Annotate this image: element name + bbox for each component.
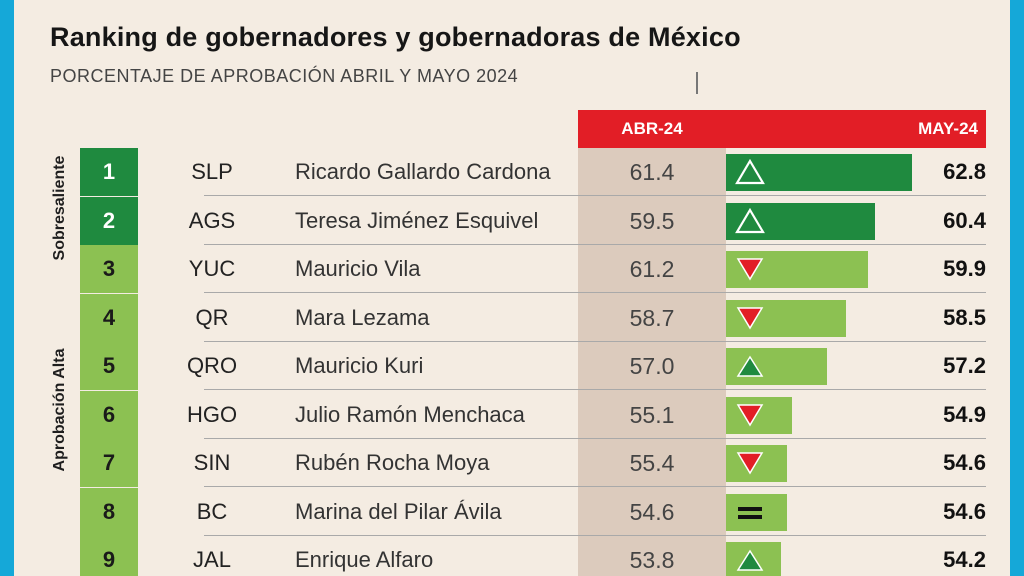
table-row: 3 YUC Mauricio Vila 61.2 59.9 bbox=[80, 245, 986, 293]
state-code: AGS bbox=[188, 207, 236, 233]
state-code: QRO bbox=[186, 353, 238, 378]
may-value: 60.4 bbox=[943, 207, 986, 233]
may-bar bbox=[726, 348, 827, 385]
row-divider bbox=[204, 243, 986, 245]
abr-value: 61.4 bbox=[629, 159, 675, 185]
may-value: 59.9 bbox=[943, 256, 986, 281]
table-row: 4 QR Mara Lezama 58.7 58.5 bbox=[80, 293, 986, 342]
governor-name: Teresa Jiménez Esquivel bbox=[295, 207, 539, 233]
trend-down-icon bbox=[736, 452, 764, 475]
category-label-sobresaliente: Sobresaliente bbox=[51, 155, 68, 261]
abr-column-background bbox=[578, 148, 726, 576]
governor-name: Mauricio Vila bbox=[295, 256, 421, 281]
abr-value: 57.0 bbox=[629, 353, 675, 379]
rank-cell: 5 bbox=[80, 342, 138, 390]
abr-value: 53.8 bbox=[629, 547, 675, 573]
governor-name: Enrique Alfaro bbox=[295, 547, 434, 572]
state-code: HGO bbox=[186, 401, 238, 427]
table-row: 6 HGO Julio Ramón Menchaca 55.1 54.9 bbox=[80, 390, 986, 439]
state-code: SLP bbox=[191, 159, 233, 184]
column-header-bar: ABR-24 MAY-24 bbox=[578, 110, 986, 148]
rank-cell: 8 bbox=[80, 487, 138, 536]
chart-subtitle: PORCENTAJE DE APROBACIÓN ABRIL Y MAYO 20… bbox=[50, 66, 698, 94]
trend-up-icon bbox=[735, 207, 765, 233]
row-divider bbox=[204, 389, 986, 390]
may-value: 58.5 bbox=[943, 304, 986, 330]
state-code: SIN bbox=[193, 450, 231, 475]
table-row: 1 SLP Ricardo Gallardo Cardona 61.4 62.8 bbox=[80, 148, 986, 196]
may-value: 62.8 bbox=[943, 159, 986, 184]
rank-cell: 9 bbox=[80, 536, 138, 576]
row-divider bbox=[204, 195, 986, 196]
state-code: YUC bbox=[188, 256, 236, 281]
rank-cell: 4 bbox=[80, 293, 138, 342]
may-bar bbox=[726, 396, 792, 434]
header-abr: ABR-24 bbox=[621, 119, 683, 138]
state-code: BC bbox=[196, 498, 228, 524]
subtitle-text: PORCENTAJE DE APROBACIÓN ABRIL Y MAYO 20… bbox=[50, 66, 519, 86]
trend-up-icon bbox=[736, 355, 764, 377]
chart-title: Ranking de gobernadores y gobernadoras d… bbox=[50, 22, 741, 52]
abr-value: 61.2 bbox=[629, 256, 675, 282]
table-row: 2 AGS Teresa Jiménez Esquivel 59.5 60.4 bbox=[80, 196, 986, 245]
abr-value: 54.6 bbox=[629, 498, 675, 525]
abr-value: 55.1 bbox=[629, 401, 675, 428]
infographic-panel: Ranking de gobernadores y gobernadoras d… bbox=[14, 0, 1010, 576]
may-bar bbox=[726, 202, 876, 240]
rank-cell: 7 bbox=[80, 439, 138, 487]
table-row: 8 BC Marina del Pilar Ávila 54.6 54.6 bbox=[80, 487, 986, 536]
state-code: JAL bbox=[193, 547, 231, 572]
row-divider bbox=[204, 340, 986, 342]
table-row: 5 QRO Mauricio Kuri 57.0 57.2 bbox=[80, 342, 986, 390]
header-may: MAY-24 bbox=[918, 119, 978, 138]
trend-down-icon bbox=[736, 403, 764, 426]
row-divider bbox=[204, 534, 986, 536]
category-label-aprobacion-alta: Aprobación Alta bbox=[51, 348, 68, 472]
trend-down-icon bbox=[736, 306, 764, 329]
abr-value: 59.5 bbox=[629, 207, 675, 234]
governor-name: Ricardo Gallardo Cardona bbox=[295, 159, 551, 184]
trend-equal-icon bbox=[738, 506, 762, 519]
may-value: 54.9 bbox=[943, 401, 986, 427]
row-divider bbox=[204, 486, 986, 487]
state-code: QR bbox=[195, 304, 229, 330]
may-value: 54.6 bbox=[943, 498, 986, 524]
abr-value: 58.7 bbox=[629, 304, 675, 331]
rank-cell: 6 bbox=[80, 390, 138, 439]
table-row: 7 SIN Rubén Rocha Moya 55.4 54.6 bbox=[80, 439, 986, 487]
row-divider bbox=[204, 292, 986, 293]
may-value: 54.6 bbox=[943, 450, 986, 475]
governor-name: Mauricio Kuri bbox=[295, 353, 424, 378]
may-bar bbox=[726, 493, 787, 531]
governor-name: Marina del Pilar Ávila bbox=[295, 498, 502, 524]
may-value: 54.2 bbox=[943, 547, 986, 572]
abr-value: 55.4 bbox=[629, 450, 675, 476]
may-value: 57.2 bbox=[943, 353, 986, 378]
rank-cell: 3 bbox=[80, 245, 138, 293]
rank-cell: 2 bbox=[80, 196, 138, 245]
rank-cell: 1 bbox=[80, 148, 138, 196]
row-divider bbox=[204, 437, 986, 439]
trend-down-icon bbox=[736, 258, 764, 281]
subtitle-divider bbox=[696, 72, 698, 94]
governor-name: Rubén Rocha Moya bbox=[295, 450, 490, 475]
trend-up-icon bbox=[735, 159, 765, 185]
trend-up-icon bbox=[736, 549, 764, 571]
governor-name: Mara Lezama bbox=[295, 304, 430, 330]
table-row: 9 JAL Enrique Alfaro 53.8 54.2 bbox=[80, 536, 986, 576]
governor-name: Julio Ramón Menchaca bbox=[295, 401, 525, 427]
